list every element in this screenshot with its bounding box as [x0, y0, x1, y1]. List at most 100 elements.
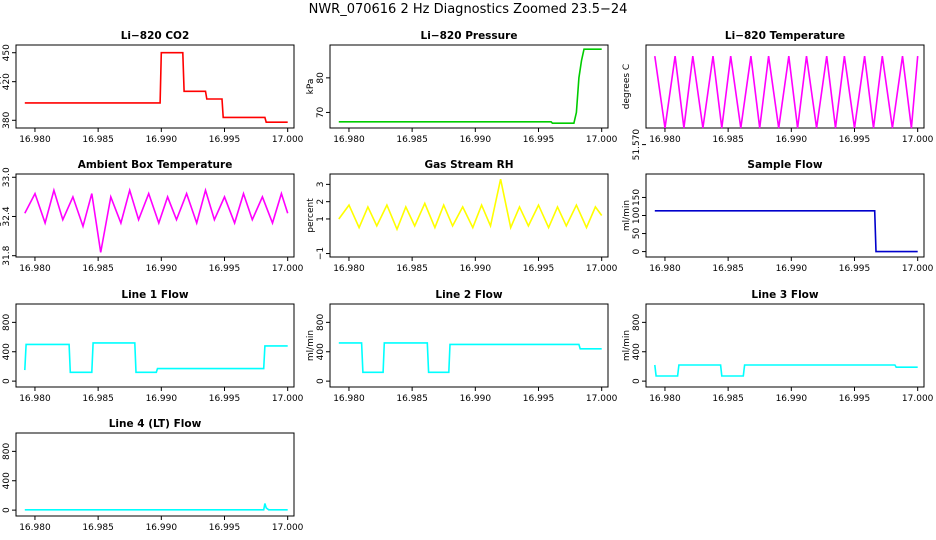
y-tick-label: 800 [2, 443, 12, 460]
chart-title: Line 3 Flow [751, 289, 818, 301]
y-axis-label: ml/min [622, 330, 632, 361]
y-axis-label: degrees C [0, 193, 2, 238]
y-axis-label: ml/min [622, 200, 632, 231]
y-axis-label: degrees C [622, 64, 632, 109]
x-tick-label: 17.000 [902, 394, 934, 404]
x-tick-label: 16.995 [209, 135, 241, 145]
x-tick-label: 16.995 [839, 135, 871, 145]
chart-title: Li−820 Temperature [725, 30, 845, 42]
chart-title: Line 4 (LT) Flow [109, 418, 202, 430]
series-line [654, 55, 919, 129]
y-axis-label: Licor ppm [0, 64, 2, 109]
y-axis-label: ml/min [0, 459, 2, 490]
x-tick-label: 16.980 [333, 135, 365, 145]
chart-line3: Line 3 Flow 16.980 16.985 16.990 16.995 17.00… [622, 289, 934, 404]
plot-frame [329, 173, 609, 258]
chart-co2: Li−820 CO2 16.980 16.985 16.990 16.995 17.000… [0, 30, 304, 145]
y-tick-label: 380 [2, 111, 12, 128]
x-tick-label: 16.990 [776, 264, 808, 274]
x-tick-label: 16.990 [460, 394, 492, 404]
y-tick-label: 0 [632, 378, 642, 384]
x-tick-label: 16.995 [839, 264, 871, 274]
x-tick-label: 17.000 [586, 264, 618, 274]
y-tick-label: 150 [632, 189, 642, 206]
page-title: NWR_070616 2 Hz Diagnostics Zoomed 23.5−… [308, 2, 628, 17]
x-tick-label: 16.995 [523, 135, 555, 145]
x-tick-label: 16.980 [19, 264, 51, 274]
x-tick-label: 17.000 [586, 135, 618, 145]
plot-frame [15, 303, 295, 388]
y-tick-label: 450 [2, 44, 12, 61]
y-tick-label: 31.8 [2, 245, 12, 265]
x-tick-label: 16.990 [460, 264, 492, 274]
plot-frame [15, 432, 295, 517]
y-tick-label: 400 [2, 343, 12, 360]
y-tick-label: 33.0 [2, 167, 12, 187]
chart-title: Sample Flow [747, 159, 822, 171]
x-tick-label: 16.980 [19, 135, 51, 145]
plot-frame [645, 44, 925, 129]
chart-title: Li−820 CO2 [121, 30, 190, 42]
y-tick-label: 2 [316, 199, 326, 205]
chart-title: Line 1 Flow [121, 289, 188, 301]
y-tick-label: 1 [316, 216, 326, 222]
x-tick-label: 16.985 [396, 264, 428, 274]
x-tick-label: 16.980 [649, 394, 681, 404]
series-line [24, 342, 288, 374]
y-tick-label: 100 [632, 207, 642, 224]
chart-rh: Gas Stream RH 16.980 16.985 16.990 16.995 17.… [306, 159, 618, 274]
x-tick-label: 16.980 [19, 394, 51, 404]
x-tick-label: 16.980 [19, 523, 51, 533]
series-line [338, 179, 603, 232]
plot-frame [15, 173, 295, 258]
x-tick-label: 16.995 [523, 264, 555, 274]
x-tick-label: 16.985 [712, 264, 744, 274]
x-tick-label: 17.000 [902, 264, 934, 274]
chart-sample: Sample Flow 16.980 16.985 16.990 16.995 17.00… [622, 159, 934, 274]
y-axis-label: percent [306, 198, 316, 233]
chart-title: Line 2 Flow [435, 289, 502, 301]
x-tick-label: 17.000 [272, 264, 304, 274]
x-tick-label: 16.980 [649, 264, 681, 274]
x-tick-label: 16.985 [82, 523, 114, 533]
x-tick-label: 16.985 [82, 135, 114, 145]
series-line [338, 342, 602, 374]
y-tick-label: 32.4 [2, 206, 12, 226]
y-tick-label: 800 [2, 314, 12, 331]
y-tick-label: 800 [316, 314, 326, 331]
plot-frame [645, 303, 925, 388]
y-tick-label: −1 [316, 247, 326, 260]
x-tick-label: 16.995 [209, 523, 241, 533]
x-tick-label: 16.990 [776, 135, 808, 145]
x-tick-label: 16.985 [396, 394, 428, 404]
x-tick-label: 17.000 [902, 135, 934, 145]
y-tick-label: 0 [316, 378, 326, 384]
chart-line4: Line 4 (LT) Flow 16.980 16.985 16.990 16.995… [0, 418, 304, 533]
x-tick-label: 16.995 [523, 394, 555, 404]
y-tick-label: 51.570 [632, 129, 642, 161]
chart-temperature: Li−820 Temperature 16.980 16.985 16.990 16.9… [622, 30, 934, 161]
x-tick-label: 17.000 [586, 394, 618, 404]
chart-pressure: Li−820 Pressure 16.980 16.985 16.990 16.995 1… [306, 30, 618, 145]
chart-line1: Line 1 Flow 16.980 16.985 16.990 16.995 17.00… [0, 289, 304, 404]
x-tick-label: 16.990 [460, 135, 492, 145]
x-tick-label: 16.995 [209, 264, 241, 274]
series-line [24, 51, 288, 123]
plot-frame [329, 303, 609, 388]
y-tick-label: 400 [316, 343, 326, 360]
chart-line2: Line 2 Flow 16.980 16.985 16.990 16.995 17.00… [306, 289, 618, 404]
y-tick-label: 70 [316, 106, 326, 118]
x-tick-label: 16.990 [146, 523, 178, 533]
x-tick-label: 16.990 [146, 135, 178, 145]
y-tick-label: 80 [316, 72, 326, 84]
y-tick-label: 420 [2, 73, 12, 90]
chart-title: Ambient Box Temperature [78, 159, 233, 171]
series-line [24, 503, 288, 511]
y-axis-label: ml/min [0, 330, 2, 361]
y-tick-label: 800 [632, 314, 642, 331]
plot-frame [15, 44, 295, 129]
chart-title: Li−820 Pressure [421, 30, 518, 42]
series-line [654, 210, 918, 253]
plot-frame [645, 173, 925, 258]
